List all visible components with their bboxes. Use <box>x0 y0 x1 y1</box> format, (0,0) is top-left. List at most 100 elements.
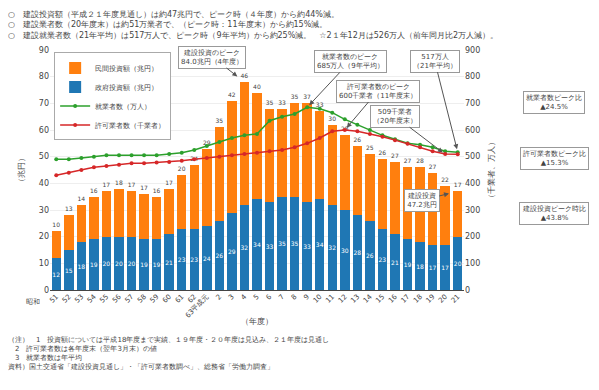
svg-text:60: 60 <box>161 293 173 305</box>
svg-text:700: 700 <box>465 99 480 108</box>
svg-text:昭和: 昭和 <box>26 298 40 306</box>
svg-text:58: 58 <box>136 293 148 305</box>
svg-text:32: 32 <box>328 244 336 251</box>
svg-text:53: 53 <box>73 293 85 305</box>
svg-text:54: 54 <box>86 292 98 304</box>
svg-text:40: 40 <box>39 179 49 188</box>
svg-text:20: 20 <box>115 260 123 267</box>
svg-text:33: 33 <box>266 243 274 250</box>
svg-text:（兆円）: （兆円） <box>17 154 26 186</box>
svg-text:21: 21 <box>391 259 399 266</box>
svg-text:35: 35 <box>291 240 299 247</box>
svg-text:3: 3 <box>227 293 236 302</box>
svg-text:23: 23 <box>379 256 387 263</box>
svg-text:17: 17 <box>429 264 437 271</box>
svg-text:37: 37 <box>303 93 311 100</box>
svg-text:20: 20 <box>103 260 111 267</box>
svg-text:0: 0 <box>44 286 49 295</box>
svg-text:5: 5 <box>252 293 261 302</box>
svg-text:800: 800 <box>465 72 480 81</box>
svg-text:21: 21 <box>450 293 462 305</box>
svg-text:許可業者数のピーク600千業者（11年度末）: 許可業者数のピーク600千業者（11年度末） <box>339 83 417 100</box>
svg-text:63平成元: 63平成元 <box>184 293 211 320</box>
svg-text:0: 0 <box>465 286 470 295</box>
svg-text:29: 29 <box>203 139 211 146</box>
svg-text:33: 33 <box>316 101 324 108</box>
svg-text:建設投資47.2兆円: 建設投資47.2兆円 <box>407 192 437 209</box>
svg-text:27: 27 <box>429 163 437 170</box>
svg-text:27: 27 <box>391 152 399 159</box>
svg-text:20: 20 <box>39 232 49 241</box>
svg-text:7: 7 <box>277 293 286 302</box>
svg-text:建設投資のピーク84.0兆円（4年度）: 建設投資のピーク84.0兆円（4年度） <box>181 49 243 66</box>
svg-text:35: 35 <box>266 99 274 106</box>
svg-text:18: 18 <box>77 263 85 270</box>
svg-text:13: 13 <box>65 205 73 212</box>
svg-text:517万人（21年平均）: 517万人（21年平均） <box>413 53 457 70</box>
svg-text:900: 900 <box>465 46 480 55</box>
svg-text:34: 34 <box>316 241 324 248</box>
svg-text:10: 10 <box>52 221 60 228</box>
svg-text:22: 22 <box>441 176 449 183</box>
svg-text:52: 52 <box>61 293 73 305</box>
svg-text:28: 28 <box>353 249 361 256</box>
svg-text:33: 33 <box>278 99 286 106</box>
svg-text:61: 61 <box>174 293 186 305</box>
svg-text:19: 19 <box>425 293 437 305</box>
svg-text:27: 27 <box>404 157 412 164</box>
svg-text:23: 23 <box>178 256 186 263</box>
svg-text:26: 26 <box>379 149 387 156</box>
svg-text:18: 18 <box>416 263 424 270</box>
svg-text:17: 17 <box>140 184 148 191</box>
svg-text:28: 28 <box>416 157 424 164</box>
svg-text:70: 70 <box>39 99 49 108</box>
svg-text:50: 50 <box>39 152 49 161</box>
svg-text:51: 51 <box>48 293 60 305</box>
svg-text:300: 300 <box>465 206 480 215</box>
svg-text:許可業者数（千業者）: 許可業者数（千業者） <box>95 122 165 130</box>
svg-text:20: 20 <box>437 293 449 305</box>
svg-text:17: 17 <box>103 181 111 188</box>
svg-text:19: 19 <box>153 261 161 268</box>
svg-text:20: 20 <box>178 165 186 172</box>
svg-text:19: 19 <box>404 261 412 268</box>
svg-text:16: 16 <box>153 187 161 194</box>
svg-text:10: 10 <box>312 293 324 305</box>
svg-text:30: 30 <box>39 206 49 215</box>
svg-text:17: 17 <box>128 181 136 188</box>
svg-text:24: 24 <box>190 155 198 162</box>
svg-text:17: 17 <box>165 179 173 186</box>
svg-text:30: 30 <box>341 247 349 254</box>
svg-text:46: 46 <box>241 72 249 79</box>
svg-text:（千業者、万人）: （千業者、万人） <box>487 138 496 202</box>
svg-text:19: 19 <box>140 261 148 268</box>
svg-text:509千業者（20年度末）: 509千業者（20年度末） <box>373 108 417 125</box>
svg-text:就業者数（万人）: 就業者数（万人） <box>95 103 151 111</box>
svg-text:16: 16 <box>90 187 98 194</box>
svg-text:34: 34 <box>253 241 261 248</box>
svg-text:政府投資額（兆円）: 政府投資額（兆円） <box>95 84 158 92</box>
svg-text:○ 建設投資額（平成２１年度見通し）は約47兆円で、ピーク時: ○ 建設投資額（平成２１年度見通し）は約47兆円で、ピーク時（４年度）から約44… <box>8 10 498 40</box>
svg-text:10: 10 <box>39 259 49 268</box>
svg-text:12: 12 <box>52 271 60 278</box>
svg-text:35: 35 <box>278 240 286 247</box>
svg-text:21: 21 <box>165 259 173 266</box>
svg-text:12: 12 <box>337 293 349 305</box>
svg-text:62: 62 <box>186 293 198 305</box>
svg-text:（注） 1 投資額については平成18年度まで実績、１９年度・: （注） 1 投資額については平成18年度まで実績、１９年度・２０年度は見込み、２… <box>8 336 329 371</box>
svg-text:35: 35 <box>291 93 299 100</box>
svg-text:民間投資額（兆円）: 民間投資額（兆円） <box>95 65 158 73</box>
svg-text:600: 600 <box>465 126 480 135</box>
svg-text:17: 17 <box>454 181 462 188</box>
svg-text:14: 14 <box>77 195 85 202</box>
svg-text:6: 6 <box>265 292 274 301</box>
svg-text:18: 18 <box>412 293 424 305</box>
svg-text:9: 9 <box>302 293 311 302</box>
svg-text:13: 13 <box>349 293 361 305</box>
svg-text:40: 40 <box>253 83 261 90</box>
svg-text:17: 17 <box>399 293 411 305</box>
svg-text:16: 16 <box>387 292 399 304</box>
svg-text:26: 26 <box>366 252 374 259</box>
svg-text:55: 55 <box>98 293 110 305</box>
svg-text:400: 400 <box>465 179 480 188</box>
